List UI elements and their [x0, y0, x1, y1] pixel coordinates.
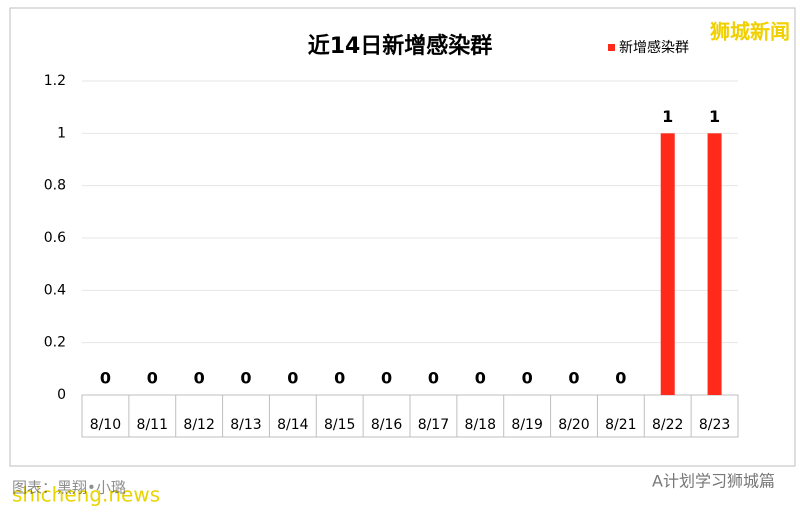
- data-label: 1: [662, 107, 673, 126]
- x-tick-label: 8/23: [699, 417, 730, 433]
- data-label: 0: [100, 369, 111, 388]
- data-label: 0: [568, 369, 579, 388]
- x-tick-label: 8/14: [277, 417, 309, 433]
- data-label: 0: [615, 369, 626, 388]
- data-label: 0: [428, 369, 439, 388]
- data-label: 0: [475, 369, 486, 388]
- y-tick-label: 1.2: [44, 73, 66, 89]
- y-tick-label: 0.2: [44, 335, 66, 351]
- data-label: 0: [147, 369, 158, 388]
- x-tick-label: 8/12: [183, 417, 214, 433]
- x-tick-label: 8/15: [324, 417, 355, 433]
- x-tick-label: 8/16: [371, 417, 403, 433]
- x-tick-label: 8/18: [465, 417, 496, 433]
- data-label: 0: [194, 369, 205, 388]
- x-tick-label: 8/20: [558, 417, 589, 433]
- chart-frame: [9, 7, 796, 467]
- credit: 图表：黑翔•小璐: [12, 479, 126, 497]
- data-label: 0: [334, 369, 345, 388]
- y-tick-label: 0: [57, 387, 66, 403]
- data-label: 1: [709, 107, 720, 126]
- data-label: 0: [240, 369, 251, 388]
- legend-label: 新增感染群: [619, 39, 689, 56]
- data-label: 0: [287, 369, 298, 388]
- x-tick-label: 8/22: [652, 417, 683, 433]
- legend-swatch: [608, 44, 615, 51]
- y-tick-label: 0.4: [44, 282, 66, 298]
- bar: [660, 133, 675, 396]
- data-label: 0: [381, 369, 392, 388]
- watermark: 狮城新闻: [710, 20, 790, 44]
- y-tick-label: 1: [57, 125, 66, 141]
- x-tick-label: 8/21: [605, 417, 636, 433]
- x-tick-label: 8/19: [511, 417, 542, 433]
- data-label: 0: [522, 369, 533, 388]
- chart-title: 近14日新增感染群: [308, 33, 493, 59]
- y-tick-label: 0.6: [44, 230, 66, 246]
- bar: [707, 133, 722, 396]
- x-tick-label: 8/11: [137, 417, 168, 433]
- x-tick-label: 8/10: [90, 417, 121, 433]
- x-tick-label: 8/17: [418, 417, 449, 433]
- watermark: A计划学习狮城篇: [652, 472, 775, 491]
- watermark: shicheng.news: [12, 483, 160, 507]
- x-tick-label: 8/13: [230, 417, 261, 433]
- y-tick-label: 0.8: [44, 178, 66, 194]
